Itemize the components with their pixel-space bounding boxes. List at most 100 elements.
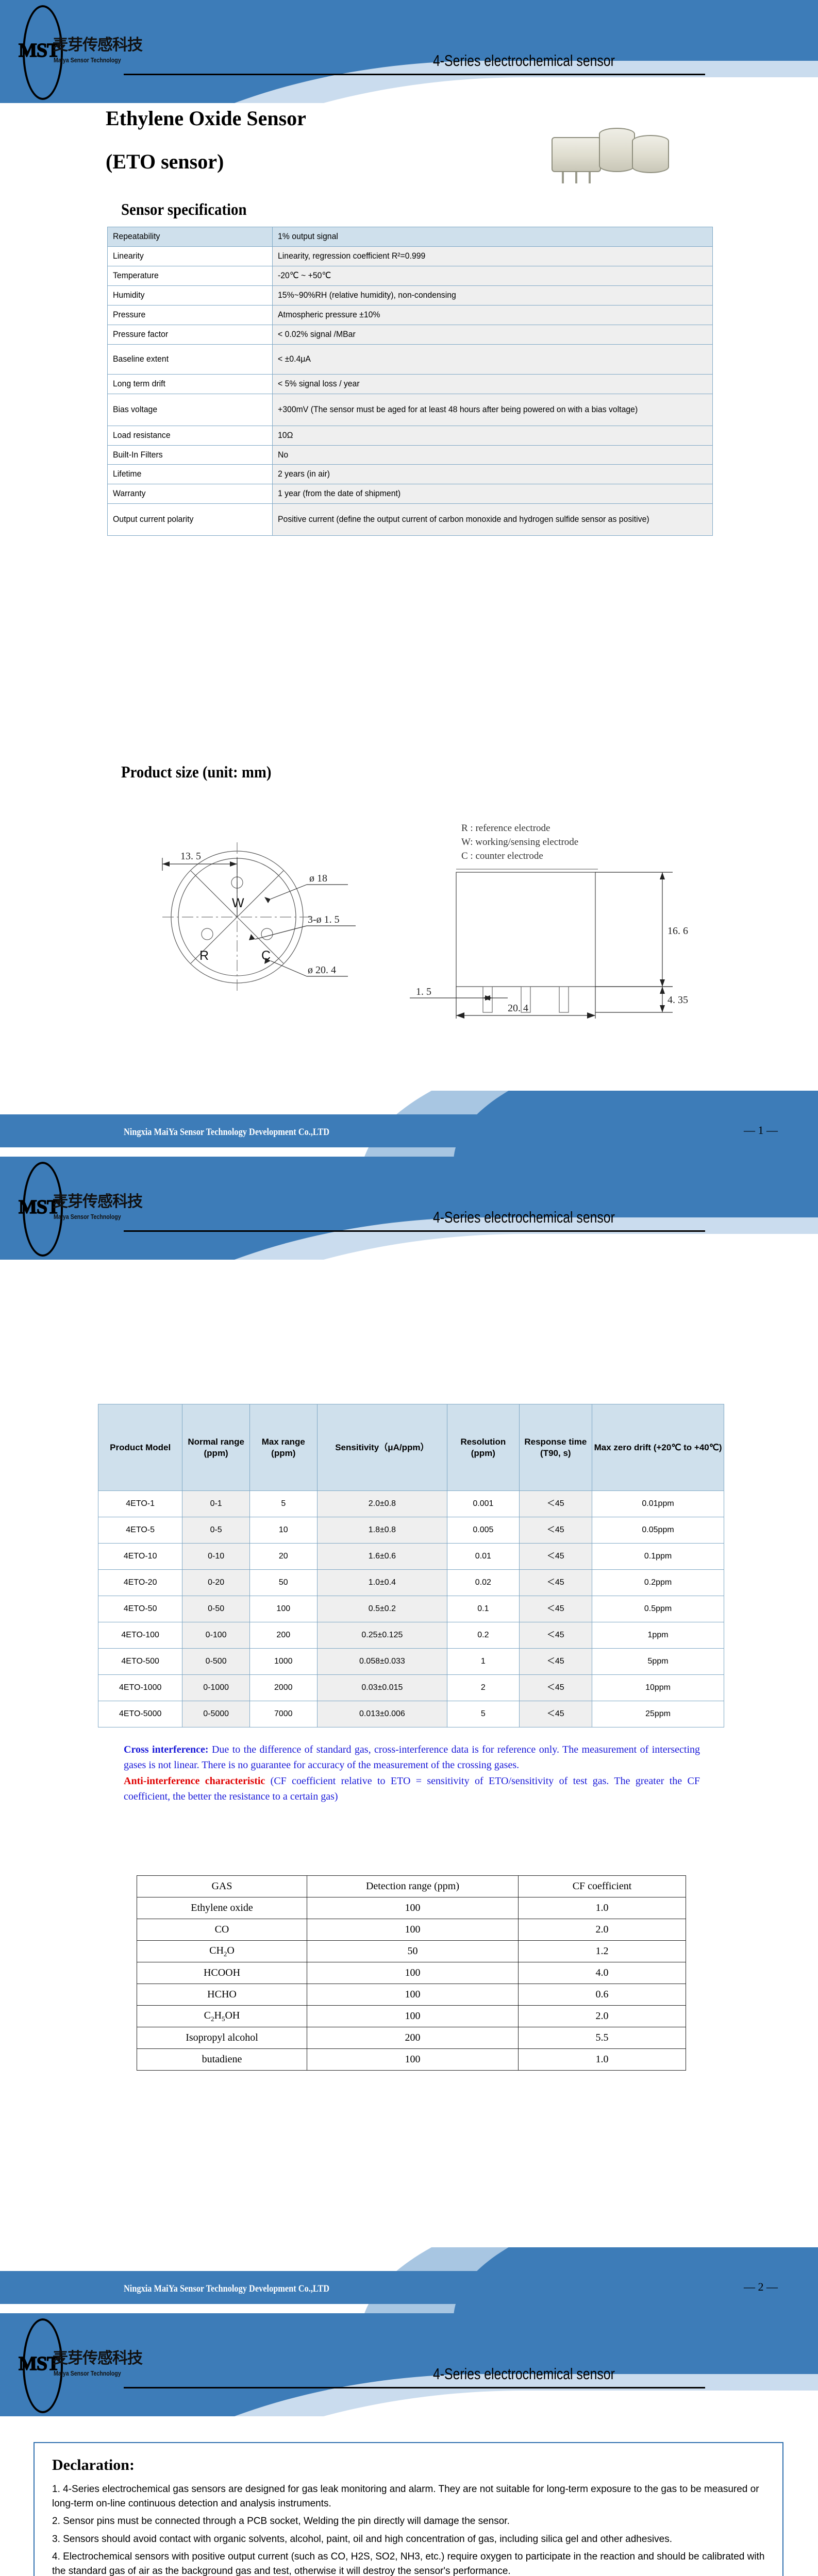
cell-normal-range: 0-500: [182, 1648, 250, 1675]
cell-gas: HCOOH: [137, 1962, 307, 1984]
cell-detection-range: 100: [307, 1897, 519, 1919]
cell-sensitivity: 0.5±0.2: [316, 1596, 448, 1622]
spec-key: Warranty: [107, 484, 273, 504]
anti-interference-label: Anti-interference characteristic: [124, 1775, 265, 1787]
page-header: MST 麦芽传感科技 Maiya Sensor Technology 4-Ser…: [0, 0, 818, 103]
cell-response-time: ＜45: [519, 1543, 593, 1570]
spec-key: Bias voltage: [107, 393, 273, 426]
table-row: 4ETO-20 0-20 50 1.0±0.4 0.02 ＜45 0.2ppm: [97, 1569, 724, 1596]
cell-model: 4ETO-1000: [97, 1674, 183, 1701]
electrode-legend: R : reference electrode W: working/sensi…: [461, 822, 578, 863]
cell-model: 4ETO-50: [97, 1596, 183, 1622]
table-row: 4ETO-5000 0-5000 7000 0.013±0.006 5 ＜45 …: [97, 1701, 724, 1727]
col-header-product-model: Product Model: [97, 1404, 183, 1491]
product-size-diagram: 13. 5 ø 18 3-ø 1. 5 ø 20. 4 16. 6 4. 35 …: [101, 806, 714, 1023]
spec-value: Positive current (define the output curr…: [272, 503, 713, 536]
col-header-max-zero-drift: Max zero drift (+20℃ to +40℃): [592, 1404, 724, 1491]
cell-sensitivity: 2.0±0.8: [316, 1490, 448, 1517]
cell-gas: HCHO: [137, 1984, 307, 2006]
table-row: Isopropyl alcohol 200 5.5: [137, 2027, 686, 2049]
cell-model: 4ETO-1: [97, 1490, 183, 1517]
cell-normal-range: 0-20: [182, 1569, 250, 1596]
table-row: Baseline extent < ±0.4μA: [107, 344, 713, 375]
dim-20-4: 20. 4: [508, 1003, 528, 1014]
cell-max-range: 7000: [249, 1701, 318, 1727]
table-row: C2H5OH 100 2.0: [137, 2005, 686, 2027]
spec-key: Baseline extent: [107, 344, 273, 375]
sensor-photo-pin: [562, 172, 564, 183]
cell-normal-range: 0-100: [182, 1622, 250, 1649]
cell-resolution: 0.01: [447, 1543, 520, 1570]
header-underline: [124, 74, 705, 75]
interference-notes: Cross interference: Due to the differenc…: [124, 1742, 700, 1805]
spec-value: 15%~90%RH (relative humidity), non-conde…: [272, 285, 713, 306]
logo-mst-text: MST: [18, 39, 60, 62]
cell-zero-drift: 10ppm: [592, 1674, 724, 1701]
spec-key: Pressure factor: [107, 324, 273, 345]
page-number: — 1 —: [744, 1124, 778, 1137]
declaration-box: Declaration: 1. 4-Series electrochemical…: [34, 2442, 783, 2576]
spec-key: Load resistance: [107, 425, 273, 446]
dim-4-35: 4. 35: [667, 994, 688, 1006]
cell-max-range: 1000: [249, 1648, 318, 1675]
product-title-line1: Ethylene Oxide Sensor: [106, 107, 306, 130]
spec-value: < ±0.4μA: [272, 344, 713, 375]
cell-sensitivity: 1.8±0.8: [316, 1517, 448, 1544]
cell-max-range: 50: [249, 1569, 318, 1596]
cell-model: 4ETO-5: [97, 1517, 183, 1544]
cell-zero-drift: 0.1ppm: [592, 1543, 724, 1570]
sensor-product-photo: [541, 117, 675, 184]
table-row: Warranty 1 year (from the date of shipme…: [107, 484, 713, 504]
spec-value: 1 year (from the date of shipment): [272, 484, 713, 504]
cell-model: 4ETO-20: [97, 1569, 183, 1596]
dim-3-dia-1-5: 3-ø 1. 5: [308, 914, 340, 925]
sensor-photo-part-right: [632, 135, 669, 173]
list-item: 2. Sensor pins must be connected through…: [52, 2516, 510, 2527]
cell-cf: 2.0: [518, 1919, 686, 1941]
footer-bar: [0, 2271, 711, 2304]
cross-interference-text: Due to the difference of standard gas, c…: [124, 1744, 700, 1771]
sensor-photo-part-left: [552, 137, 601, 172]
dim-dia-20-4: ø 20. 4: [308, 964, 336, 976]
cell-sensitivity: 0.03±0.015: [316, 1674, 448, 1701]
header-underline: [124, 1230, 705, 1232]
cell-max-range: 2000: [249, 1674, 318, 1701]
col-header-cf-coefficient: CF coefficient: [518, 1875, 686, 1897]
cell-resolution: 2: [447, 1674, 520, 1701]
spec-key: Output current polarity: [107, 503, 273, 536]
logo-english-name: Maiya Sensor Technology: [54, 1213, 121, 1221]
cell-max-range: 200: [249, 1622, 318, 1649]
logo-ellipse-icon: [23, 5, 63, 100]
page-3: MST 麦芽传感科技 Maiya Sensor Technology 4-Ser…: [0, 2313, 818, 2576]
cell-model: 4ETO-10: [97, 1543, 183, 1570]
cell-cf: 1.0: [518, 1897, 686, 1919]
logo-ellipse-icon: [23, 2318, 63, 2413]
spec-value: < 0.02% signal /MBar: [272, 324, 713, 345]
table-row: Temperature -20℃ ~ +50℃: [107, 265, 713, 286]
electrode-label-r: R: [199, 948, 209, 963]
cf-table-body: Ethylene oxide 100 1.0 CO 100 2.0 CH2O 5…: [137, 1897, 686, 2071]
cell-normal-range: 0-50: [182, 1596, 250, 1622]
cell-cf: 1.2: [518, 1940, 686, 1962]
list-item: 4. Electrochemical sensors with positive…: [52, 2551, 765, 2576]
anti-interference-text: (CF coefficient relative to ETO = sensit…: [124, 1775, 700, 1803]
table-row: 4ETO-1000 0-1000 2000 0.03±0.015 2 ＜45 1…: [97, 1674, 724, 1701]
cell-sensitivity: 1.0±0.4: [316, 1569, 448, 1596]
cell-detection-range: 50: [307, 1940, 519, 1962]
col-header-max-range: Max range (ppm): [249, 1404, 318, 1491]
cell-normal-range: 0-1000: [182, 1674, 250, 1701]
cell-gas: C2H5OH: [137, 2005, 307, 2027]
cell-resolution: 0.005: [447, 1517, 520, 1544]
declaration-title: Declaration:: [52, 2456, 135, 2473]
table-row: HCOOH 100 4.0: [137, 1962, 686, 1984]
cell-resolution: 0.2: [447, 1622, 520, 1649]
dim-16-6: 16. 6: [667, 925, 688, 937]
dim-dia-18: ø 18: [309, 873, 327, 884]
cell-detection-range: 100: [307, 2005, 519, 2027]
anti-interference-paragraph: Anti-interference characteristic (CF coe…: [124, 1773, 700, 1805]
cell-gas: CO: [137, 1919, 307, 1941]
cell-zero-drift: 0.2ppm: [592, 1569, 724, 1596]
table-row: 4ETO-50 0-50 100 0.5±0.2 0.1 ＜45 0.5ppm: [97, 1596, 724, 1622]
spec-key: Humidity: [107, 285, 273, 306]
cell-detection-range: 100: [307, 1962, 519, 1984]
